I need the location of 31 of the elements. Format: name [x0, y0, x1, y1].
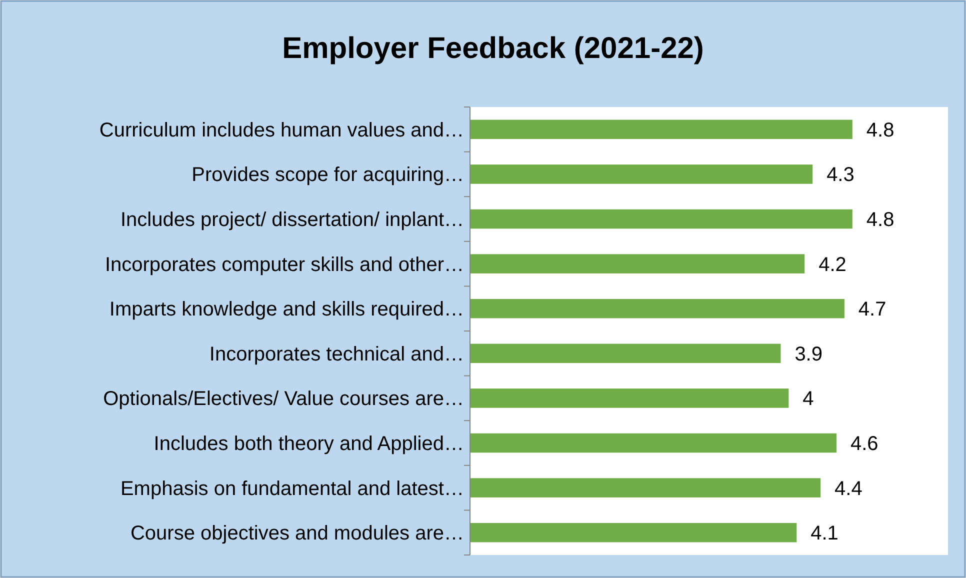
data-label: 4.4: [834, 478, 862, 500]
data-label: 4.6: [850, 433, 878, 455]
y-tick-label: Incorporates technical and…: [209, 343, 464, 366]
y-tick-label: Course objectives and modules are…: [130, 522, 464, 545]
data-label: 4.8: [866, 209, 894, 231]
y-tick-label: Incorporates computer skills and other…: [104, 254, 464, 276]
y-tick-label: Optionals/Electives/ Value courses are…: [103, 388, 464, 410]
y-tick-label: Provides scope for acquiring…: [192, 164, 464, 186]
bar: [470, 522, 797, 542]
bar: [470, 344, 781, 364]
bar: [470, 254, 805, 274]
data-label: 4.8: [866, 119, 894, 142]
data-label: 4.2: [818, 254, 846, 276]
bar: [470, 478, 821, 498]
data-label: 4.1: [810, 522, 838, 545]
data-label: 3.9: [794, 343, 823, 366]
y-tick-label: Imparts knowledge and skills required…: [109, 298, 464, 321]
bar: [470, 433, 836, 453]
y-tick-label: Curriculum includes human values and…: [99, 119, 464, 142]
data-label: 4: [802, 388, 814, 410]
bar: [470, 298, 844, 318]
bar: [470, 209, 852, 229]
chart-title: Employer Feedback (2021-22): [282, 32, 704, 65]
bar: [470, 164, 813, 184]
data-label: 4.7: [858, 298, 886, 321]
bar: [470, 120, 852, 140]
y-tick-label: Includes both theory and Applied…: [154, 433, 464, 455]
bar: [470, 388, 789, 408]
y-tick-label: Emphasis on fundamental and latest…: [120, 478, 464, 500]
y-tick-label: Includes project/ dissertation/ inplant…: [120, 209, 464, 231]
data-label: 4.3: [826, 164, 854, 186]
